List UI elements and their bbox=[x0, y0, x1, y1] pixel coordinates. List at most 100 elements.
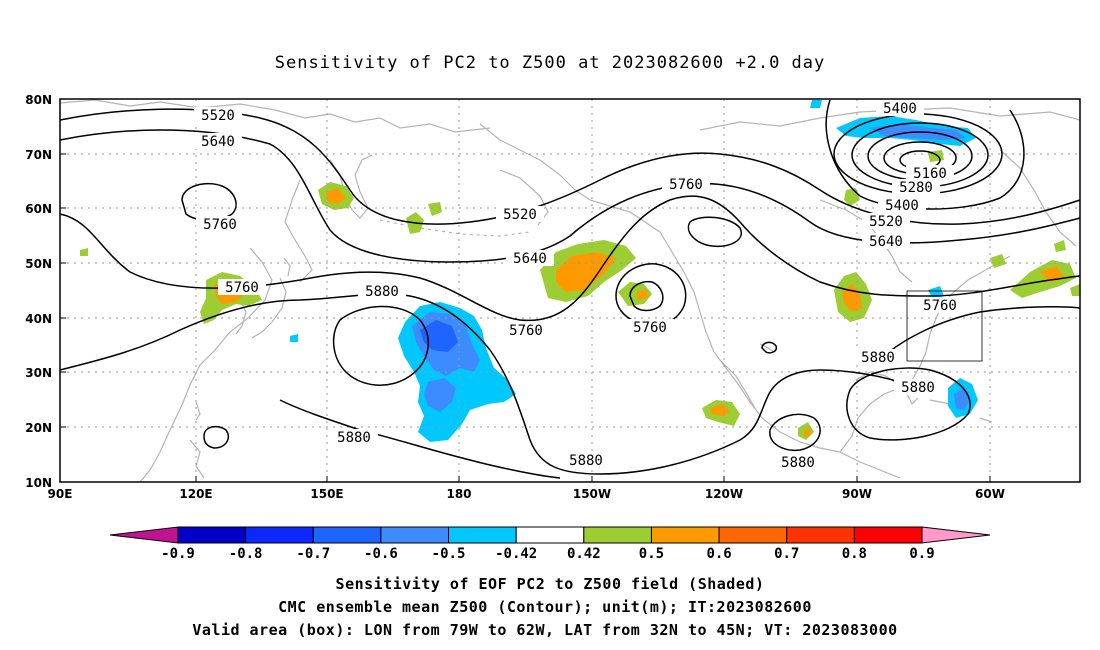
contour-small-hawaii bbox=[761, 341, 778, 354]
contour-label: 5640 bbox=[506, 250, 554, 267]
shade-pos-mexico-core bbox=[710, 404, 730, 416]
contour-label-text: 5520 bbox=[869, 214, 903, 230]
map-frame bbox=[59, 98, 1081, 483]
contour-gl-6 bbox=[825, 99, 1025, 210]
colorbar-box bbox=[177, 526, 247, 544]
contour-label-text: 5640 bbox=[513, 251, 547, 267]
contour-label: 5400 bbox=[876, 100, 924, 117]
coastline-na-east bbox=[925, 255, 1011, 353]
shade-neg-pacific-core bbox=[420, 320, 458, 352]
lon-label: 180 bbox=[446, 487, 471, 501]
shade-pos-atlantic-core bbox=[1040, 266, 1064, 282]
shade-neg-caribbean-core bbox=[954, 388, 970, 410]
contour-5880-south bbox=[279, 399, 561, 479]
colorbar-box bbox=[853, 526, 923, 544]
contour-label: 5880 bbox=[358, 283, 406, 300]
coastline-gulf bbox=[839, 351, 927, 453]
contour-5880-high bbox=[332, 305, 429, 386]
colorbar-label: -0.8 bbox=[229, 546, 263, 562]
colorbar-box bbox=[583, 526, 652, 544]
coastline-taiwan bbox=[195, 401, 201, 421]
contour-label: 5760 bbox=[502, 322, 550, 339]
colorbar-box bbox=[380, 526, 450, 544]
tick-marks bbox=[60, 98, 991, 483]
contour-label-text: 5400 bbox=[885, 198, 919, 214]
contour-label-text: 5520 bbox=[503, 207, 537, 223]
contour-label-text: 5880 bbox=[569, 453, 603, 469]
colorbar-label: 0.8 bbox=[842, 546, 867, 562]
colorbar: -0.9 -0.8 -0.7 -0.6 -0.5 -0.42 0.42 0.5 0.6 0.7 0.… bbox=[109, 526, 991, 562]
contour-label-text: 5760 bbox=[203, 217, 237, 233]
contour-5880-mexico bbox=[769, 413, 821, 452]
contour-low-outer bbox=[615, 263, 687, 327]
contour-label-text: 5280 bbox=[899, 180, 933, 196]
contour-5880-main bbox=[59, 293, 901, 475]
colorbar-extend-low bbox=[109, 526, 179, 544]
contour-5880-atlantic bbox=[879, 306, 1081, 361]
coastline-siberia bbox=[59, 99, 491, 133]
caption-line: Valid area (box): LON from 79W to 62W, L… bbox=[192, 621, 897, 639]
caption-line: CMC ensemble mean Z500 (Contour); unit(m… bbox=[278, 598, 812, 616]
contour-label: 5520 bbox=[194, 107, 242, 124]
contour-label-text: 5760 bbox=[509, 323, 543, 339]
lon-label: 150W bbox=[573, 487, 611, 501]
shade-pos-low-outer bbox=[618, 282, 652, 306]
lon-label: 90E bbox=[48, 487, 73, 501]
contour-label: 5760 bbox=[196, 216, 244, 233]
contour-label: 5280 bbox=[892, 179, 940, 196]
contour-label: 5880 bbox=[774, 454, 822, 471]
shade-pos-newfoundland bbox=[990, 254, 1006, 268]
shade-pos-atlantic-dot bbox=[1054, 240, 1066, 252]
contour-5880-caribbean bbox=[846, 367, 971, 441]
contour-label: 5640 bbox=[194, 133, 242, 150]
colorbar-box bbox=[786, 526, 855, 544]
coastline-philippines bbox=[189, 439, 205, 479]
contour-label-text: 5760 bbox=[669, 177, 703, 193]
valid-area-box bbox=[906, 290, 983, 362]
lon-label: 150E bbox=[310, 487, 343, 501]
contour-label: 5520 bbox=[496, 206, 544, 223]
map-panel: 5520 5640 5760 5760 5880 5520 5640 5760 … bbox=[25, 93, 1081, 501]
contour-label-text: 5520 bbox=[201, 108, 235, 124]
coastline-alaska-west bbox=[499, 169, 549, 226]
contour-label: 5880 bbox=[330, 429, 378, 446]
captions: Sensitivity of EOF PC2 to Z500 field (Sh… bbox=[192, 575, 897, 639]
contour-label-text: 5880 bbox=[861, 350, 895, 366]
coastline-kamchatka bbox=[329, 154, 373, 219]
coastline-gulf-north bbox=[855, 371, 901, 387]
colorbar-boxes bbox=[177, 526, 923, 544]
contour-label: 5400 bbox=[878, 197, 926, 214]
colorbar-label: -0.5 bbox=[432, 546, 466, 562]
contour-label: 5640 bbox=[862, 233, 910, 250]
shade-neg-pacific-south bbox=[424, 378, 456, 412]
contour-label-text: 5760 bbox=[633, 320, 667, 336]
coastline-east-asia bbox=[139, 247, 273, 483]
contour-label: 5760 bbox=[662, 176, 710, 193]
colorbar-label: 0.5 bbox=[639, 546, 664, 562]
coastline-japan bbox=[251, 277, 287, 339]
contour-label: 5880 bbox=[894, 379, 942, 396]
lat-label: 10N bbox=[25, 476, 52, 490]
contour-label-text: 5880 bbox=[781, 455, 815, 471]
colorbar-label: -0.42 bbox=[495, 546, 537, 562]
lon-labels: 90E 120E 150E 180 150W 120W 90W 60W bbox=[48, 487, 1005, 501]
shade-neg-arctic-dot bbox=[810, 100, 822, 108]
lon-label: 60W bbox=[975, 487, 1005, 501]
shade-pos-central-america-core bbox=[804, 428, 810, 436]
coastline-labrador bbox=[999, 149, 1077, 247]
contour-label-text: 5880 bbox=[365, 284, 399, 300]
contour-small-asia bbox=[203, 425, 230, 449]
lat-label: 80N bbox=[25, 93, 52, 107]
shade-neg-japan-dot bbox=[290, 334, 298, 342]
caption-line: Sensitivity of EOF PC2 to Z500 field (Sh… bbox=[336, 575, 765, 593]
contour-label-text: 5760 bbox=[225, 280, 259, 296]
colorbar-extend-high bbox=[921, 526, 991, 544]
colorbar-box bbox=[312, 526, 382, 544]
contour-label: 5760 bbox=[916, 297, 964, 314]
colorbar-label: -0.9 bbox=[161, 546, 195, 562]
lat-label: 30N bbox=[25, 366, 52, 380]
coastline-korea bbox=[235, 299, 247, 335]
lat-label: 70N bbox=[25, 148, 52, 162]
contour-label: 5760 bbox=[218, 279, 266, 296]
